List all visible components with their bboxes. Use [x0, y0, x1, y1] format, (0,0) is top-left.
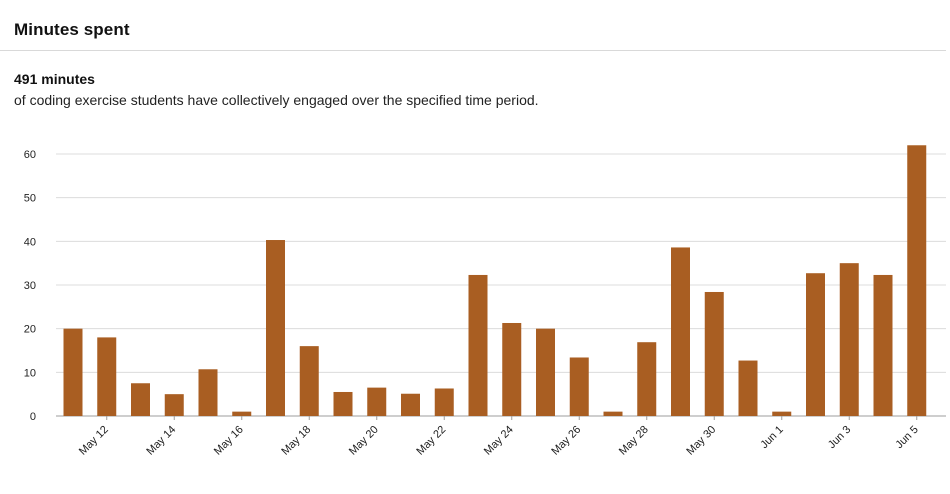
bar[interactable] — [131, 383, 150, 416]
bar[interactable] — [63, 328, 83, 416]
summary-block: 491 minutes of coding exercise students … — [14, 71, 539, 108]
x-tick-label: May 12 — [77, 424, 111, 458]
summary-description: of coding exercise students have collect… — [14, 92, 539, 108]
y-tick-label: 20 — [24, 324, 36, 336]
bar[interactable] — [806, 273, 825, 416]
bar[interactable] — [164, 394, 184, 416]
bar[interactable] — [569, 357, 589, 416]
chart-header: Minutes spent — [14, 20, 130, 40]
bar[interactable] — [536, 328, 555, 416]
bar[interactable] — [603, 411, 623, 416]
x-tick-label: May 28 — [617, 424, 651, 458]
bar[interactable] — [907, 145, 927, 416]
bar[interactable] — [772, 411, 792, 416]
x-tick-label: Jun 1 — [758, 424, 786, 452]
x-tick-label: May 26 — [549, 424, 583, 458]
bar[interactable] — [266, 240, 285, 416]
x-tick-label: May 14 — [144, 424, 178, 458]
y-tick-label: 40 — [24, 236, 36, 248]
bar[interactable] — [704, 291, 724, 416]
bar[interactable] — [299, 346, 319, 416]
header-divider — [0, 50, 946, 51]
y-tick-label: 30 — [24, 280, 36, 292]
x-tick-label: May 22 — [414, 424, 448, 458]
y-tick-label: 10 — [24, 367, 36, 379]
y-axis-ticks: 0 10 20 30 40 50 60 — [24, 149, 36, 423]
minutes-bar-chart: May 12 May 14 May 16 May 18 May 20 May 22 May … — [24, 145, 946, 458]
y-tick-label: 60 — [24, 149, 36, 161]
bar[interactable] — [468, 274, 488, 416]
x-tick-label: May 18 — [279, 424, 313, 458]
bars — [63, 145, 927, 416]
y-tick-label: 0 — [30, 411, 36, 423]
x-tick-label: May 20 — [347, 424, 381, 458]
x-tick-label: May 16 — [212, 424, 246, 458]
section-title: Minutes spent — [14, 20, 130, 39]
x-axis-ticks: May 12 May 14 May 16 May 18 May 20 May 22 May … — [77, 416, 921, 458]
bar[interactable] — [738, 360, 758, 416]
bar[interactable] — [502, 322, 522, 416]
bar[interactable] — [434, 388, 454, 416]
y-tick-label: 50 — [24, 193, 36, 205]
bar[interactable] — [637, 342, 657, 416]
bar[interactable] — [873, 274, 893, 416]
bar[interactable] — [401, 393, 420, 416]
x-tick-label: Jun 5 — [893, 424, 921, 452]
bar[interactable] — [367, 387, 387, 416]
x-tick-label: May 24 — [482, 424, 516, 458]
bar[interactable] — [671, 247, 690, 416]
x-tick-label: May 30 — [684, 424, 718, 458]
x-tick-label: Jun 3 — [826, 424, 854, 452]
bar[interactable] — [198, 369, 218, 416]
bar[interactable] — [97, 337, 117, 416]
bar[interactable] — [333, 391, 353, 416]
total-minutes-value: 491 minutes — [14, 71, 95, 87]
bar[interactable] — [839, 263, 859, 416]
bar[interactable] — [232, 411, 252, 416]
